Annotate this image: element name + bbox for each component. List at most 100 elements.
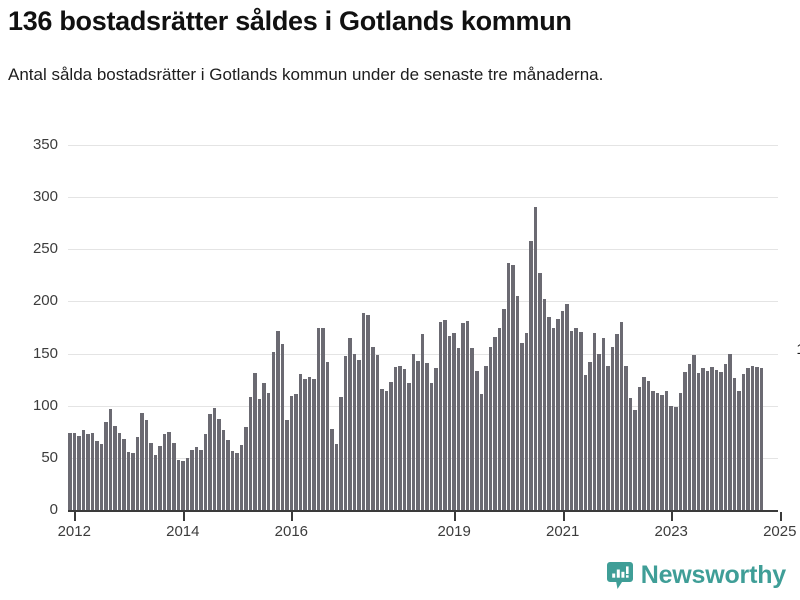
- bar[interactable]: [158, 446, 162, 510]
- bar[interactable]: [493, 336, 497, 510]
- bar[interactable]: [592, 332, 597, 510]
- bar[interactable]: [330, 428, 334, 510]
- bar[interactable]: [172, 443, 176, 510]
- bar[interactable]: [411, 353, 416, 510]
- bar[interactable]: [533, 206, 538, 510]
- bar[interactable]: [479, 394, 484, 510]
- bar[interactable]: [741, 374, 746, 510]
- bar[interactable]: [244, 426, 248, 510]
- bar[interactable]: [380, 389, 384, 510]
- bar[interactable]: [122, 439, 126, 510]
- bar[interactable]: [104, 422, 108, 510]
- bar[interactable]: [239, 445, 244, 510]
- bar[interactable]: [194, 447, 199, 510]
- bar[interactable]: [465, 321, 470, 510]
- bar[interactable]: [235, 452, 239, 510]
- bar[interactable]: [506, 262, 511, 510]
- bar[interactable]: [529, 240, 533, 510]
- bar[interactable]: [352, 353, 357, 510]
- bar[interactable]: [511, 264, 515, 510]
- bar[interactable]: [375, 354, 380, 510]
- bar[interactable]: [108, 408, 113, 510]
- bar[interactable]: [574, 327, 578, 510]
- bar[interactable]: [86, 433, 90, 510]
- bar[interactable]: [646, 380, 651, 510]
- bar[interactable]: [312, 378, 316, 510]
- bar[interactable]: [692, 354, 696, 510]
- bar[interactable]: [271, 351, 276, 510]
- bar[interactable]: [334, 444, 339, 510]
- bar[interactable]: [488, 347, 493, 510]
- bar[interactable]: [746, 368, 750, 510]
- bar[interactable]: [588, 361, 592, 510]
- bar[interactable]: [77, 435, 81, 510]
- bar[interactable]: [285, 420, 289, 510]
- bar[interactable]: [307, 376, 312, 510]
- bar[interactable]: [90, 432, 95, 510]
- bar[interactable]: [221, 429, 226, 510]
- bar[interactable]: [755, 367, 759, 510]
- bar[interactable]: [153, 454, 158, 510]
- bar[interactable]: [497, 327, 502, 510]
- bar[interactable]: [294, 394, 298, 510]
- bar[interactable]: [705, 371, 710, 510]
- bar[interactable]: [339, 397, 343, 510]
- bar[interactable]: [407, 382, 411, 510]
- bar[interactable]: [185, 457, 190, 510]
- bar[interactable]: [597, 353, 601, 510]
- bar[interactable]: [452, 332, 456, 510]
- bar[interactable]: [402, 369, 407, 510]
- bar[interactable]: [343, 355, 348, 510]
- bar[interactable]: [728, 353, 732, 510]
- bar[interactable]: [732, 377, 737, 510]
- bar[interactable]: [72, 432, 77, 510]
- bar[interactable]: [230, 450, 235, 510]
- bar[interactable]: [673, 406, 678, 510]
- bar[interactable]: [280, 344, 285, 510]
- bar[interactable]: [551, 327, 556, 510]
- bar[interactable]: [615, 333, 619, 510]
- bar[interactable]: [212, 407, 217, 510]
- bar[interactable]: [190, 449, 194, 510]
- bar[interactable]: [95, 441, 99, 510]
- bar[interactable]: [361, 312, 366, 510]
- bar[interactable]: [357, 359, 361, 510]
- bar[interactable]: [289, 396, 294, 510]
- bar[interactable]: [637, 386, 642, 510]
- bar[interactable]: [475, 371, 479, 510]
- bar[interactable]: [710, 367, 714, 510]
- bar[interactable]: [149, 443, 153, 510]
- bar[interactable]: [266, 393, 271, 510]
- bar[interactable]: [253, 373, 257, 510]
- bar[interactable]: [524, 332, 529, 510]
- bar[interactable]: [262, 382, 266, 510]
- bar[interactable]: [687, 364, 692, 510]
- bar[interactable]: [389, 381, 393, 510]
- bar[interactable]: [257, 399, 262, 510]
- bar[interactable]: [759, 368, 764, 510]
- bar[interactable]: [569, 330, 574, 510]
- bar[interactable]: [348, 337, 352, 510]
- bar[interactable]: [298, 374, 303, 510]
- bar[interactable]: [515, 296, 520, 510]
- bar[interactable]: [443, 320, 447, 510]
- bar[interactable]: [117, 432, 122, 510]
- bar[interactable]: [655, 393, 660, 510]
- bar[interactable]: [701, 368, 705, 510]
- bar[interactable]: [425, 362, 429, 510]
- bar[interactable]: [135, 437, 140, 510]
- bar[interactable]: [484, 366, 488, 510]
- bar[interactable]: [642, 376, 646, 510]
- bar[interactable]: [560, 310, 565, 510]
- bar[interactable]: [601, 337, 606, 510]
- bar[interactable]: [438, 322, 443, 510]
- bar[interactable]: [447, 335, 452, 510]
- bar[interactable]: [398, 366, 402, 510]
- bar[interactable]: [651, 391, 655, 510]
- bar[interactable]: [628, 398, 633, 510]
- bar[interactable]: [176, 459, 181, 510]
- bar[interactable]: [321, 327, 325, 510]
- bar[interactable]: [429, 382, 434, 510]
- bar[interactable]: [420, 333, 425, 510]
- bar[interactable]: [538, 273, 542, 510]
